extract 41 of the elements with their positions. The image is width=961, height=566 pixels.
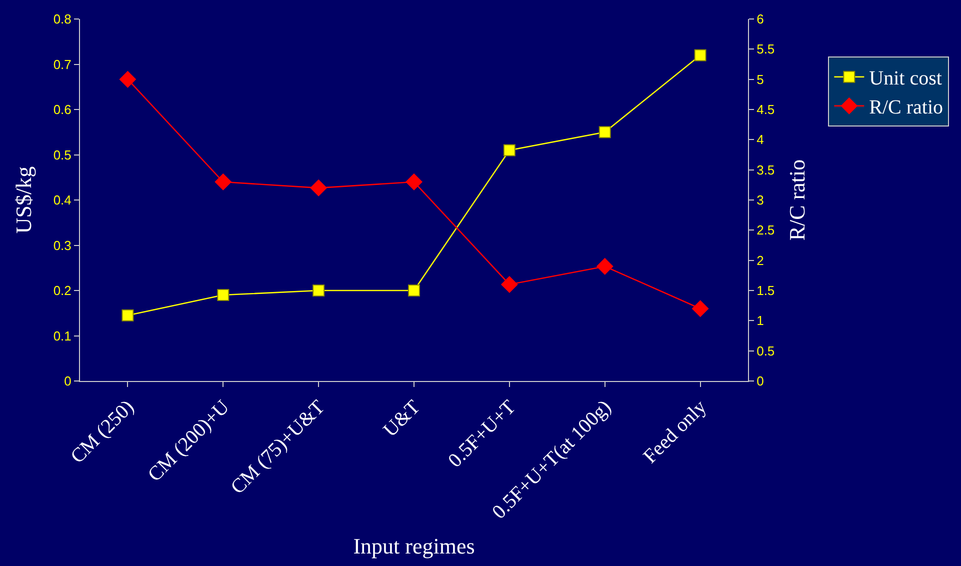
point xyxy=(406,174,422,190)
y2-axis-title: R/C ratio xyxy=(784,159,810,241)
legend-label: Unit cost xyxy=(869,68,942,90)
y2-tick-label: 2 xyxy=(756,252,764,268)
point xyxy=(694,49,706,62)
point xyxy=(408,284,420,296)
y2-tick-label: 1 xyxy=(756,313,764,328)
y2-tick-label: 5 xyxy=(756,72,764,87)
y-tick-label: 0.5 xyxy=(53,147,72,162)
point xyxy=(122,309,134,322)
y2-tick-label: 1.5 xyxy=(756,283,775,298)
y2-tick-label: 4.5 xyxy=(756,102,775,118)
y2-tick-label: 6 xyxy=(756,12,764,27)
y2-tick-label: 3 xyxy=(756,192,764,208)
y-tick-label: 0 xyxy=(64,374,72,389)
point xyxy=(501,276,518,293)
x-axis-title: Input regimes xyxy=(353,533,475,558)
y-tick-label: 0.7 xyxy=(53,56,72,72)
point xyxy=(310,180,327,196)
y2-tick-label: 0.5 xyxy=(756,343,775,358)
y-tick-label: 0.6 xyxy=(53,102,72,118)
legend-label: R/C ratio xyxy=(869,96,944,119)
y-tick-label: 0.4 xyxy=(53,192,72,208)
point xyxy=(503,144,516,156)
y-tick-label: 0.2 xyxy=(53,283,72,298)
point xyxy=(312,284,325,296)
y2-tick-label: 4 xyxy=(756,132,764,148)
y-tick-label: 0.3 xyxy=(53,238,72,253)
y2-tick-label: 0 xyxy=(756,374,764,389)
y2-tick-label: 5.5 xyxy=(756,42,775,57)
y-tick-label: 0.1 xyxy=(53,328,72,344)
y-tick-label: 0.8 xyxy=(53,12,72,27)
point xyxy=(119,71,136,88)
point xyxy=(692,300,709,317)
point xyxy=(214,174,232,190)
y-axis-title: US$/kg xyxy=(11,166,36,234)
point xyxy=(598,126,611,138)
y2-tick-label: 3.5 xyxy=(756,162,775,178)
y2-tick-label: 2.5 xyxy=(756,222,775,238)
point xyxy=(217,289,230,302)
point xyxy=(596,258,614,275)
